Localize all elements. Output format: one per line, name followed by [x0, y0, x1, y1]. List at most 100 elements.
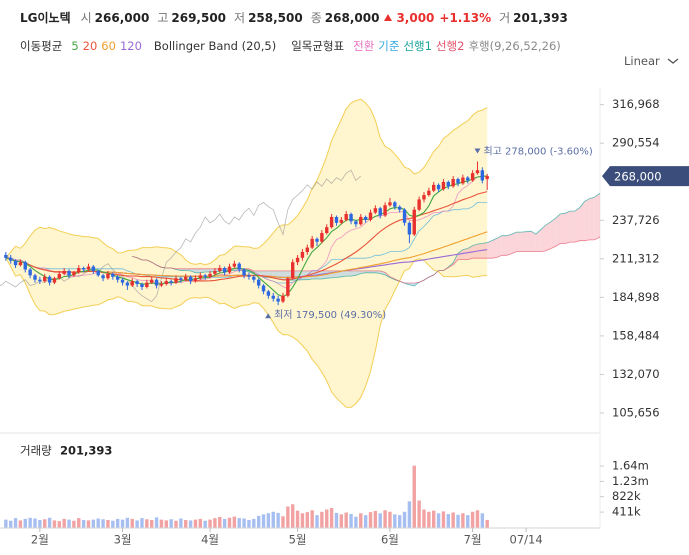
- bollinger-lower: [5, 257, 488, 408]
- low-annotation: 최저 179,500 (49.30%): [274, 309, 386, 321]
- candle-body: [368, 212, 373, 220]
- moving-average: [5, 191, 488, 282]
- candle-body: [485, 176, 489, 180]
- volume-bar: [227, 517, 232, 528]
- candle-body: [456, 179, 460, 184]
- volume-bar: [320, 511, 324, 528]
- candle-body: [125, 282, 130, 286]
- ma-legend-item: 120: [119, 39, 142, 53]
- volume-bar: [271, 511, 275, 528]
- candle-body: [436, 184, 441, 190]
- ichimoku-cloud: [540, 225, 546, 252]
- volume-bar: [62, 518, 66, 528]
- ichimoku-label: 일목균형표: [291, 39, 345, 53]
- scale-label[interactable]: Linear: [624, 54, 660, 68]
- ichimoku-cloud: [205, 268, 210, 272]
- volume-bar: [23, 518, 27, 528]
- candle-body: [8, 257, 13, 261]
- ichimoku-cloud: [409, 283, 415, 286]
- volume-bar: [281, 516, 285, 528]
- candle-body: [422, 195, 426, 200]
- ichimoku-span-a: [132, 192, 600, 287]
- candle-body: [432, 184, 436, 191]
- volume-bar: [427, 511, 431, 528]
- ichimoku-cloud: [190, 268, 196, 273]
- ichimoku-legend-item: 기준: [378, 39, 400, 53]
- candle-body: [213, 270, 217, 274]
- volume-value: 201,393: [60, 444, 112, 458]
- volume-bar: [111, 520, 115, 528]
- price-plot: [0, 98, 600, 408]
- candle-body: [52, 278, 57, 283]
- volume-bar: [145, 519, 149, 528]
- volume-bar: [393, 514, 397, 528]
- candle-body: [91, 266, 96, 271]
- ichimoku-cloud: [180, 268, 186, 271]
- volume-bar: [18, 520, 23, 528]
- legend: 이동평균 5 20 60 120 Bollinger Band (20,5) 일목균형…: [20, 38, 566, 54]
- volume-bar: [339, 514, 344, 528]
- candle-body: [198, 275, 203, 279]
- volume-bar: [4, 519, 8, 528]
- ichimoku-cloud: [506, 234, 512, 256]
- candle-body: [315, 238, 319, 242]
- volume-bar: [359, 513, 363, 528]
- volume-bar: [232, 516, 237, 528]
- volume-bar: [286, 506, 290, 528]
- candle-body: [106, 273, 110, 279]
- volume-plot: [4, 465, 489, 528]
- ichimoku-cloud: [555, 214, 561, 247]
- candle-body: [325, 227, 329, 234]
- candle-body: [388, 202, 392, 206]
- volume-bar: [305, 512, 309, 528]
- candle-body: [300, 251, 305, 258]
- low-label: 저: [234, 11, 246, 25]
- volume-bar: [368, 512, 373, 528]
- candle-body: [174, 278, 178, 283]
- candle-body: [349, 214, 353, 222]
- candle-body: [271, 295, 275, 299]
- volume-bar: [67, 519, 71, 528]
- ichimoku-cloud: [574, 207, 580, 243]
- y-tick-label: 132,070: [612, 367, 660, 381]
- candle-body: [480, 170, 485, 181]
- volume-bar: [470, 511, 475, 528]
- volume-bar: [208, 519, 212, 528]
- ichimoku-legend-item: 후행(9,26,52,26): [468, 39, 561, 53]
- candle-body: [188, 276, 193, 282]
- candle-body: [237, 263, 241, 270]
- volume-bar: [169, 519, 173, 528]
- volume-bar: [218, 517, 222, 528]
- ichimoku-legend-item: 선행1: [403, 39, 432, 53]
- ichimoku-cloud: [487, 240, 493, 259]
- candle-body: [305, 247, 309, 252]
- candle-body: [451, 179, 455, 187]
- candle-body: [164, 281, 168, 285]
- ma-legend-item: 60: [101, 39, 116, 53]
- candle-body: [252, 276, 256, 280]
- high-marker: [474, 148, 481, 154]
- volume-bar: [33, 518, 37, 528]
- volume-tick-label: 1.64m: [612, 459, 649, 473]
- candle-body: [150, 279, 154, 283]
- candle-body: [81, 268, 86, 270]
- candle-body: [266, 291, 271, 296]
- volume-bar: [198, 518, 203, 528]
- high-annotation: 최고 278,000 (-3.60%): [483, 146, 592, 158]
- volume-bar: [130, 518, 134, 528]
- chevron[interactable]: [666, 56, 680, 66]
- ichimoku-cloud: [579, 201, 585, 241]
- candle-body: [33, 275, 37, 280]
- y-tick-label: 290,554: [612, 136, 660, 150]
- volume-bar: [135, 520, 139, 528]
- volume-bar: [115, 518, 120, 528]
- scale-select[interactable]: Linear: [624, 54, 680, 68]
- volume-bar: [140, 518, 144, 528]
- ichimoku-cloud: [462, 248, 468, 260]
- volume-bar: [451, 512, 455, 528]
- candle-body: [159, 284, 164, 286]
- ichimoku-cloud: [531, 231, 536, 252]
- volume-bar: [378, 513, 382, 528]
- candle-body: [427, 190, 431, 196]
- volume-bar: [72, 520, 76, 528]
